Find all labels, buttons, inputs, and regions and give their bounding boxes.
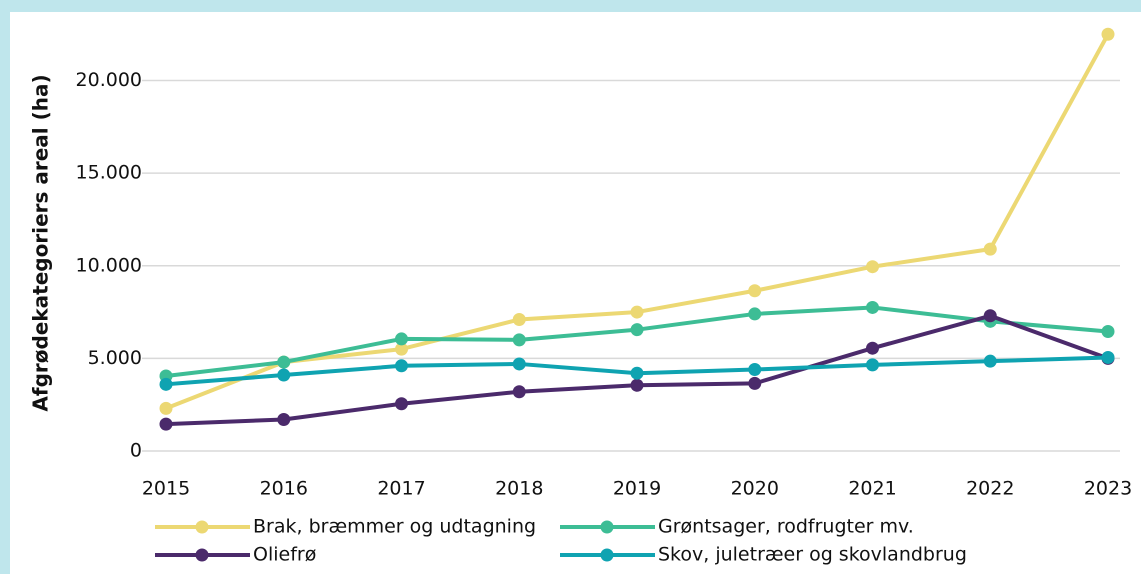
y-axis-label: Afgrødekategoriers areal (ha)	[29, 74, 53, 411]
data-point	[983, 354, 997, 368]
data-point	[512, 357, 526, 371]
y-tick-label: 15.000	[76, 162, 142, 184]
data-point	[1101, 27, 1115, 41]
data-point	[630, 366, 644, 380]
legend-label: Brak, bræmmer og udtagning	[253, 516, 536, 538]
data-point	[277, 355, 291, 369]
data-point	[159, 377, 173, 391]
y-tick-label: 20.000	[76, 69, 142, 91]
data-point	[983, 242, 997, 256]
legend-label: Skov, juletræer og skovlandbrug	[658, 544, 967, 566]
data-point	[277, 368, 291, 382]
legend-swatch-dot	[195, 548, 209, 562]
data-point	[748, 362, 762, 376]
data-point	[395, 342, 408, 356]
data-point	[748, 376, 762, 390]
legend-swatch-dot	[195, 520, 209, 534]
data-point	[866, 358, 879, 372]
chart-panel	[10, 12, 1141, 574]
data-point	[1101, 350, 1115, 364]
data-point	[512, 312, 526, 326]
data-point	[395, 397, 408, 411]
x-tick-label: 2015	[142, 478, 190, 500]
data-point	[630, 305, 644, 319]
data-point	[630, 323, 644, 337]
data-point	[512, 333, 526, 347]
legend-swatch-dot	[600, 520, 614, 534]
data-point	[395, 359, 408, 373]
y-tick-label: 5.000	[88, 347, 142, 369]
data-point	[395, 332, 408, 346]
x-tick-label: 2016	[260, 478, 308, 500]
legend-label: Oliefrø	[253, 544, 316, 566]
data-point	[748, 307, 762, 321]
legend-label: Grøntsager, rodfrugter mv.	[658, 516, 914, 538]
data-point	[277, 413, 291, 427]
x-tick-label: 2019	[613, 478, 661, 500]
x-tick-label: 2021	[848, 478, 896, 500]
data-point	[159, 417, 173, 431]
legend-swatch-dot	[600, 548, 614, 562]
data-point	[630, 378, 644, 392]
data-point	[866, 341, 879, 355]
x-tick-label: 2023	[1084, 478, 1132, 500]
x-tick-label: 2020	[731, 478, 779, 500]
y-tick-label: 10.000	[76, 254, 142, 276]
data-point	[866, 260, 879, 274]
data-point	[983, 309, 997, 323]
x-tick-label: 2017	[377, 478, 425, 500]
x-tick-label: 2022	[966, 478, 1014, 500]
data-point	[1101, 325, 1115, 339]
data-point	[159, 401, 173, 415]
y-tick-label: 0	[130, 440, 142, 462]
data-point	[748, 284, 762, 298]
data-point	[512, 385, 526, 399]
x-tick-label: 2018	[495, 478, 543, 500]
data-point	[866, 300, 879, 314]
